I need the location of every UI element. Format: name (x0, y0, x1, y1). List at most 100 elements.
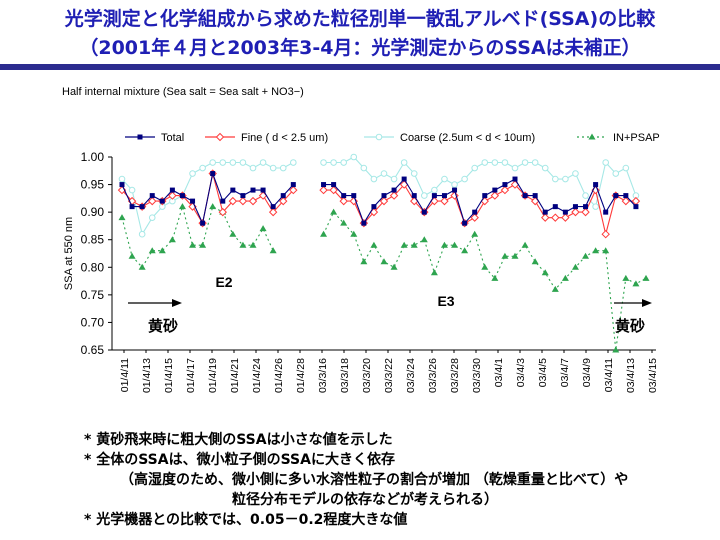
legend-marker (375, 133, 383, 141)
data-point-inpsap (269, 247, 277, 254)
data-point-fine (541, 213, 550, 222)
data-point-total (583, 204, 589, 210)
title-underline (0, 64, 720, 70)
data-point-total (472, 209, 478, 215)
data-point-fine (389, 191, 399, 200)
plot-area: 0.65 0.70 0.75 0.80 0.85 0.90 0.95 1.00 SSA at 5… (63, 132, 660, 393)
data-point-total (411, 193, 417, 199)
series-line-total (121, 171, 294, 225)
data-point-total (129, 204, 135, 210)
data-point-fine (218, 207, 227, 217)
data-point-inpsap (642, 274, 650, 281)
x-tick-label: 03/4/11 (603, 358, 615, 392)
data-point-total (179, 193, 185, 199)
data-point-total (371, 204, 377, 210)
data-point-total (441, 193, 447, 199)
data-point-inpsap (350, 230, 358, 237)
data-point-coarse (189, 170, 196, 177)
data-point-total (532, 193, 538, 199)
data-point-fine (561, 213, 570, 222)
data-point-coarse (128, 186, 136, 194)
data-point-total (421, 209, 427, 215)
data-point-inpsap (561, 274, 569, 281)
data-point-fine (319, 185, 328, 195)
data-point-inpsap (249, 241, 257, 248)
data-point-coarse (612, 170, 620, 177)
data-point-total (169, 187, 175, 193)
data-point-coarse (441, 175, 448, 183)
data-point-coarse (461, 175, 468, 183)
data-point-fine (581, 207, 590, 217)
data-point-total (623, 193, 629, 199)
data-point-total (492, 187, 498, 193)
data-point-fine (490, 191, 500, 200)
data-point-inpsap (461, 247, 469, 254)
x-tick-label: 01/4/28 (295, 358, 307, 393)
data-point-total (351, 193, 357, 199)
x-tick-label: 01/4/11 (119, 358, 131, 392)
data-point-fine (621, 196, 631, 206)
x-tick-label: 03/3/30 (471, 358, 483, 393)
data-point-inpsap (178, 203, 186, 210)
data-point-inpsap (531, 258, 539, 265)
data-point-inpsap (632, 280, 640, 287)
data-point-coarse (582, 192, 589, 199)
data-point-coarse (471, 164, 478, 172)
data-point-coarse (138, 230, 146, 238)
data-point-inpsap (501, 252, 509, 259)
x-tick-label: 03/3/20 (361, 358, 373, 393)
data-point-inpsap (239, 241, 247, 248)
x-tick-label: 03/4/9 (581, 358, 593, 387)
data-point-inpsap (189, 241, 197, 248)
data-point-fine (168, 191, 177, 200)
legend-label: Fine ( d < 2.5 um) (241, 132, 328, 144)
data-point-fine (601, 229, 610, 239)
data-point-total (210, 171, 216, 177)
data-point-inpsap (390, 263, 398, 270)
data-point-total (603, 209, 609, 215)
x-tick-label: 03/4/3 (515, 358, 527, 387)
legend-label: IN+PSAP (613, 132, 660, 144)
data-point-coarse (380, 170, 388, 177)
x-tick-label: 01/4/13 (141, 358, 153, 393)
data-point-coarse (592, 203, 599, 210)
data-point-inpsap (229, 230, 237, 237)
data-point-inpsap (551, 285, 559, 292)
data-point-fine (470, 213, 479, 222)
data-point-coarse (148, 214, 156, 221)
data-point-total (220, 198, 226, 204)
data-point-inpsap (209, 203, 217, 210)
data-point-total (542, 209, 548, 215)
data-point-inpsap (440, 241, 448, 248)
data-point-coarse (501, 159, 509, 166)
data-point-total (290, 182, 296, 188)
x-tick-label: 01/4/15 (163, 358, 175, 393)
data-point-fine (349, 196, 358, 206)
bullet-2-detail-2: 粒径分布モデルの依存などが考えられる） (232, 492, 498, 508)
data-point-total (341, 193, 347, 199)
data-point-total (321, 182, 327, 188)
chart-note: Half internal mixture (Sea salt = Sea sa… (62, 86, 304, 98)
annotation-e2: E2 (215, 274, 232, 290)
data-point-fine (248, 196, 258, 206)
data-point-total (250, 187, 256, 193)
data-point-coarse (239, 159, 247, 166)
data-point-coarse (290, 159, 297, 166)
data-point-total (562, 209, 568, 215)
data-point-total (280, 193, 286, 199)
data-point-coarse (279, 164, 287, 172)
data-point-total (361, 220, 367, 226)
data-point-coarse (370, 175, 378, 183)
bullet-2-detail-1: （高湿度のため、微小側に多い水溶性粒子の割合が増加 （乾燥重量と比べて）や (120, 472, 629, 488)
data-point-inpsap (491, 274, 499, 281)
dust-arrowhead-left (172, 299, 182, 307)
data-point-coarse (491, 159, 499, 166)
data-point-total (431, 193, 437, 199)
data-point-coarse (572, 170, 579, 177)
data-point-fine (228, 196, 238, 206)
y-tick-label: 0.95 (81, 178, 105, 192)
bullet-1: * 黄砂飛来時に粗大側のSSAは小さな値を示した (84, 432, 393, 448)
data-point-fine (148, 196, 157, 206)
x-tick-label: 01/4/21 (229, 358, 241, 393)
data-point-inpsap (451, 241, 459, 248)
